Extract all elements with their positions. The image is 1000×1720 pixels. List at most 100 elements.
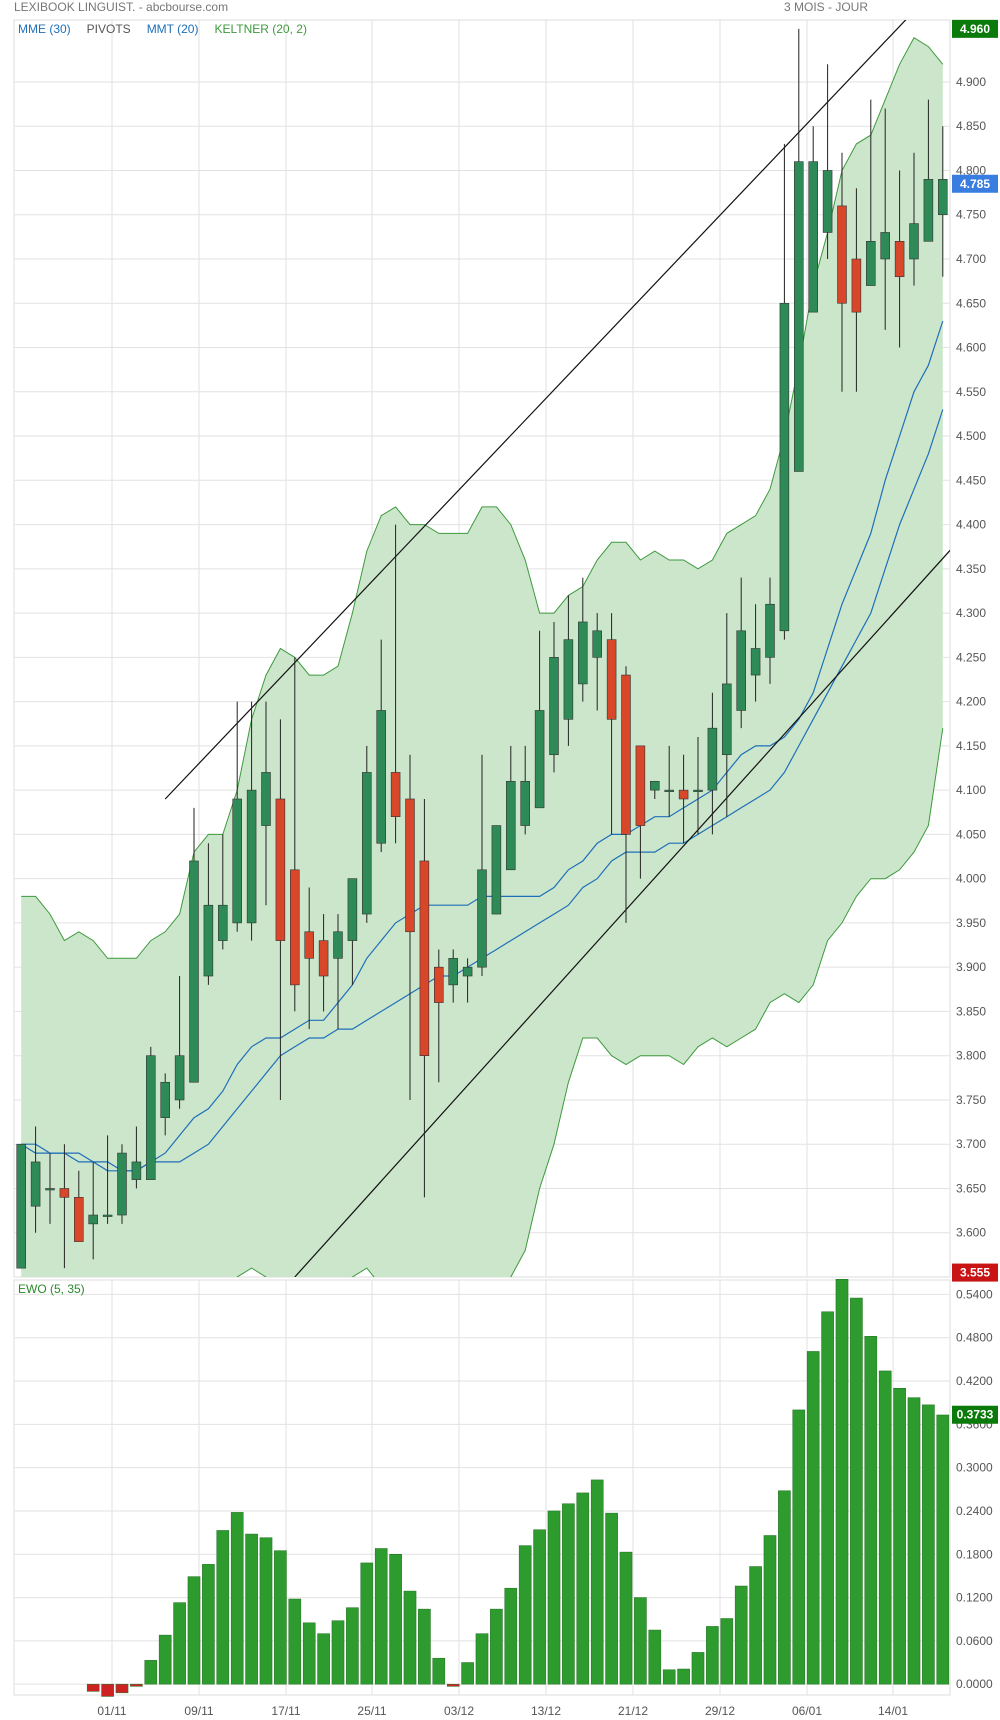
ewo-bar [403,1590,417,1685]
candle-body [880,232,890,260]
ewo-bar [230,1512,244,1685]
y-tick-label: 4.500 [956,429,986,443]
y-tick-label: 4.450 [956,473,986,487]
y-tick-label: 0.1200 [956,1591,993,1605]
candle [117,1144,127,1224]
ewo-bar [619,1551,633,1685]
y-tick-label: 4.250 [956,650,986,664]
ewo-bar [288,1598,302,1685]
candle-body [290,869,300,986]
candle [304,887,314,1030]
candle [678,754,689,844]
candle-body [448,958,458,986]
candle [203,843,214,985]
candle-body [779,302,790,632]
y-tick-label: 4.800 [956,163,986,177]
y-tick-label: 0.5400 [956,1287,993,1301]
candle-body [938,179,948,216]
candle-body [88,1214,98,1225]
ewo-bar [130,1683,143,1687]
y-tick-label: 0.4800 [956,1331,993,1345]
y-tick-label: 4.900 [956,75,986,89]
ewo-bar [605,1512,618,1685]
ewo-bar [302,1622,316,1685]
y-tick-label: 4.150 [956,739,986,753]
candle [74,1170,84,1242]
ewo-bar [878,1370,892,1685]
candle [822,64,833,260]
ewo-bar [346,1607,359,1685]
candle-body [347,878,358,941]
y-tick-label: 4.350 [956,562,986,576]
period-label[interactable]: 3 MOIS - JOUR [783,0,868,14]
indicator-label[interactable]: MMT (20) [147,22,199,36]
candle-body [635,745,646,826]
ewo-indicator-label[interactable]: EWO (5, 35) [18,1282,85,1296]
candle [362,745,372,923]
candle [765,577,775,684]
candle [650,780,660,799]
candle-body [578,621,588,685]
badge-high-bg [952,19,998,38]
candle-body [390,772,401,817]
ewo-bar [907,1397,921,1685]
candle-body [146,1055,156,1180]
indicator-label[interactable]: PIVOTS [87,22,131,36]
candle [707,692,718,835]
y-tick-label: 0.0600 [956,1634,993,1648]
y-tick-label: 4.300 [956,606,986,620]
y-tick-label: 3.800 [956,1049,986,1063]
y-tick-label: 4.750 [956,208,986,222]
candle [419,798,430,1198]
ewo-bar [202,1564,215,1685]
candle-body [808,161,818,313]
candle [477,754,487,977]
ewo-bar [706,1626,719,1685]
candle-body [117,1152,127,1216]
candle [880,108,890,330]
ewo-bar [576,1492,590,1685]
ewo-bar [461,1662,474,1685]
ewo-bar [533,1529,546,1685]
candle-body [750,648,761,676]
candle-body [520,780,530,826]
ewo-bar [922,1404,935,1685]
y-tick-label: 3.700 [956,1137,986,1151]
candle-body [318,940,329,977]
ewo-bar [504,1587,518,1685]
x-tick-label: 25/11 [357,1704,386,1718]
ewo-bar [835,1279,849,1685]
x-tick-label: 01/11 [97,1704,126,1718]
candle-body [102,1214,113,1217]
x-tick-label: 21/12 [618,1704,648,1718]
candle [232,701,242,932]
ewo-bar [158,1634,172,1685]
candle [462,958,473,1003]
candle-body [765,603,775,658]
y-tick-label: 4.400 [956,518,986,532]
y-tick-label: 4.000 [956,872,986,886]
indicator-label[interactable]: KELTNER (20, 2) [214,22,306,36]
candle [174,976,185,1109]
badge-high: 4.960 [952,19,998,38]
candle [376,639,386,853]
candle-body [376,710,386,844]
candle-body [477,869,487,968]
candle [866,99,876,286]
badge-ewo-bg [952,1405,998,1424]
candle [664,745,674,817]
ewo-bar [374,1548,388,1685]
ewo-bar [677,1668,690,1685]
candle-body [621,674,631,835]
candle [275,719,286,1100]
y-tick-label: 3.600 [956,1226,986,1240]
ewo-plot [86,1279,950,1697]
x-tick-label: 17/11 [271,1704,300,1718]
indicator-label[interactable]: MME (30) [18,22,71,36]
candle [189,807,199,1083]
ewo-bar [821,1311,834,1685]
candle [290,657,300,1012]
candle-body [405,798,415,933]
ewo-bar [216,1530,230,1685]
ewo-bar [778,1490,791,1685]
